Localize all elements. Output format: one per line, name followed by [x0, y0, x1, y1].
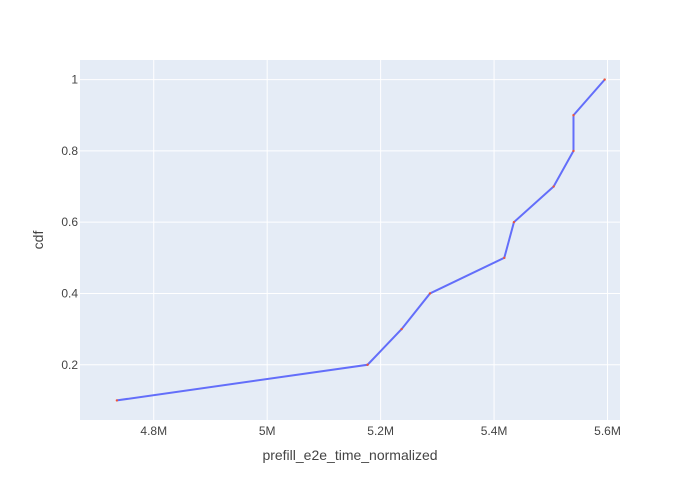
data-point — [366, 363, 369, 366]
data-point — [572, 114, 575, 117]
data-point — [115, 399, 119, 402]
y-tick-label: 0.4 — [61, 286, 78, 300]
x-gridlines — [153, 60, 609, 420]
plot-background — [80, 60, 620, 420]
y-tick-label: 0.6 — [61, 215, 78, 229]
x-tick-label: 4.8M — [140, 424, 167, 438]
data-point — [503, 256, 506, 260]
x-tick-label: 5.2M — [367, 424, 394, 438]
y-tick-label: 1 — [71, 73, 78, 87]
data-point — [552, 185, 555, 188]
y-axis-title: cdf — [30, 231, 46, 250]
x-tick-label: 5M — [259, 424, 276, 438]
y-gridlines — [80, 79, 620, 366]
y-tick-labels: 0.2 0.4 0.6 0.8 1 — [61, 73, 78, 372]
x-tick-labels: 4.8M 5M 5.2M 5.4M 5.6M — [140, 424, 620, 438]
cdf-markers — [115, 78, 606, 402]
y-tick-label: 0.2 — [61, 358, 78, 372]
x-tick-label: 5.4M — [481, 424, 508, 438]
y-tick-label: 0.8 — [61, 144, 78, 158]
x-axis-title: prefill_e2e_time_normalized — [262, 447, 437, 463]
data-point — [572, 149, 575, 153]
cdf-series-line — [116, 78, 606, 402]
data-point — [428, 292, 432, 295]
data-point — [603, 78, 606, 81]
data-point — [512, 220, 516, 224]
x-tick-label: 5.6M — [594, 424, 621, 438]
data-point — [400, 327, 403, 331]
